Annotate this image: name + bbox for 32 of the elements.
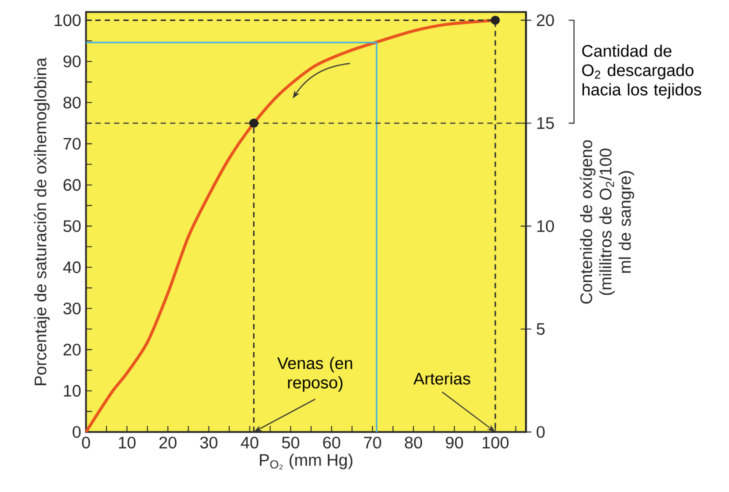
x-tick-label: 60: [323, 436, 340, 448]
y2-tick-label: 15: [537, 117, 554, 129]
x-axis-title: P$_{O₂}$ (mm Hg): [260, 454, 352, 470]
y-tick-label: 100: [54, 14, 81, 26]
y-tick-label: 0: [72, 426, 81, 438]
x-tick-label: 40: [240, 436, 258, 448]
y-tick-label: 40: [63, 261, 81, 274]
y-tick-label: 60: [64, 179, 81, 191]
y2-tick-label: 0: [536, 426, 545, 438]
x-tick-label: 90: [446, 436, 463, 448]
annotation: Arterias: [413, 372, 470, 385]
y-axis-title: Porcentaje de saturación de oxihemoglobina: [34, 58, 50, 386]
y2-tick-label: 20: [536, 14, 554, 26]
x-tick-label: 80: [404, 436, 422, 448]
x-tick-label: 10: [118, 436, 136, 448]
x-tick-label: 20: [159, 436, 176, 448]
x-tick-label: 100: [482, 436, 509, 448]
x-tick-label: 30: [200, 436, 218, 448]
y-tick-label: 50: [63, 220, 81, 232]
y-tick-label: 80: [63, 96, 81, 108]
y-tick-label: 10: [64, 384, 81, 397]
text: Cantidad de O$_{2}$ descargado hacia los tejidos: [582, 44, 702, 99]
x-tick-label: 0: [82, 436, 90, 448]
x-tick-label: 70: [364, 436, 382, 448]
annotation: Venas (en reposo): [277, 356, 352, 392]
y2-tick-label: 5: [536, 323, 545, 335]
y-tick-label: 20: [64, 344, 81, 356]
y-tick-label: 90: [64, 56, 81, 68]
y-tick-label: 30: [63, 302, 81, 314]
y2-tick-label: 10: [537, 220, 554, 232]
x-tick-label: 50: [282, 436, 300, 448]
y-tick-label: 70: [64, 138, 81, 150]
